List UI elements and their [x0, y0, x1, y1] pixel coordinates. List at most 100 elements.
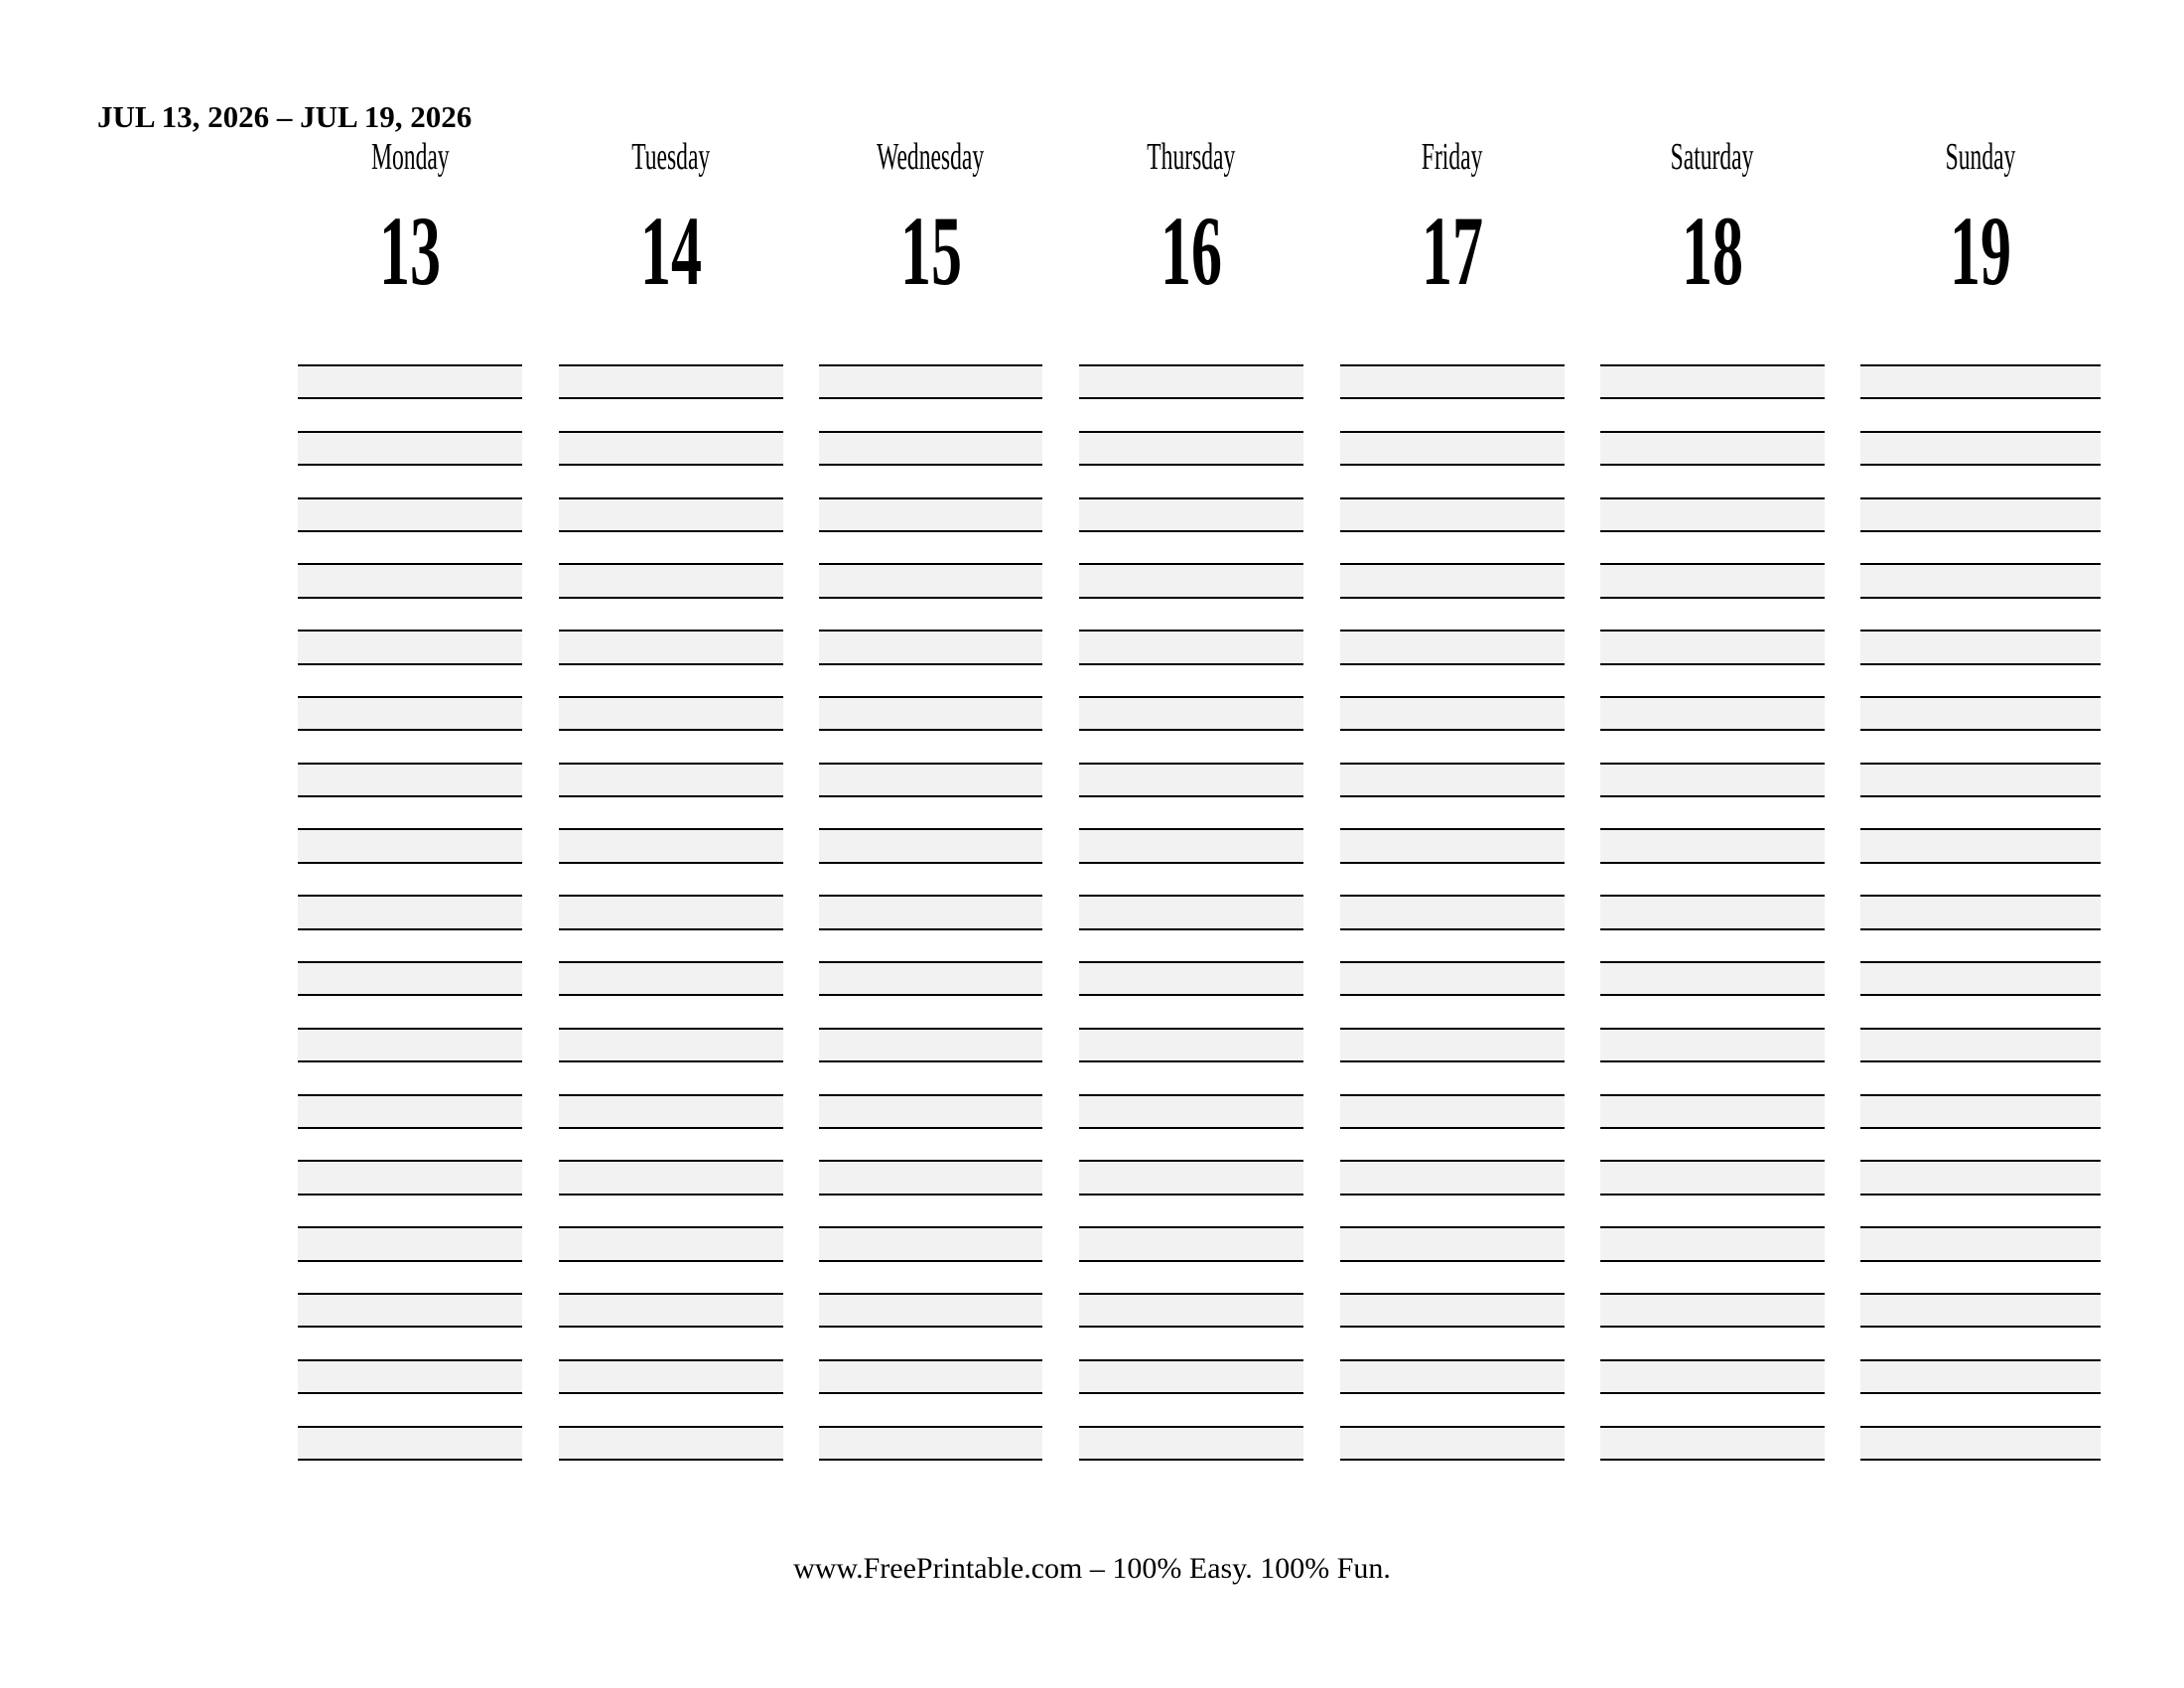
- writing-line[interactable]: [298, 430, 522, 465]
- writing-line[interactable]: [559, 795, 783, 828]
- writing-line[interactable]: [298, 1126, 522, 1160]
- writing-line[interactable]: [819, 1326, 1042, 1358]
- writing-line[interactable]: [1079, 795, 1303, 828]
- writing-line[interactable]: [1079, 596, 1303, 630]
- writing-line[interactable]: [298, 1027, 522, 1061]
- writing-line[interactable]: [559, 927, 783, 961]
- writing-line[interactable]: [1340, 1292, 1565, 1327]
- writing-line[interactable]: [1860, 496, 2101, 530]
- writing-line[interactable]: [559, 961, 783, 995]
- writing-line[interactable]: [1340, 1326, 1565, 1358]
- writing-line[interactable]: [559, 1126, 783, 1160]
- writing-line[interactable]: [1340, 994, 1565, 1027]
- writing-line[interactable]: [559, 596, 783, 630]
- writing-line[interactable]: [1860, 729, 2101, 762]
- writing-line[interactable]: [819, 895, 1042, 928]
- writing-line[interactable]: [819, 695, 1042, 730]
- writing-line[interactable]: [1600, 1093, 1825, 1127]
- writing-line[interactable]: [559, 994, 783, 1027]
- writing-line[interactable]: [1340, 430, 1565, 465]
- writing-line[interactable]: [559, 430, 783, 465]
- writing-line[interactable]: [1600, 1425, 1825, 1461]
- writing-line[interactable]: [298, 1292, 522, 1327]
- writing-line[interactable]: [559, 1226, 783, 1260]
- writing-line[interactable]: [1600, 828, 1825, 862]
- writing-line[interactable]: [819, 1060, 1042, 1093]
- writing-line[interactable]: [1860, 596, 2101, 630]
- writing-line[interactable]: [298, 630, 522, 663]
- writing-line[interactable]: [559, 496, 783, 530]
- writing-line[interactable]: [819, 1126, 1042, 1160]
- writing-line[interactable]: [559, 563, 783, 597]
- writing-line[interactable]: [1860, 1160, 2101, 1194]
- writing-line[interactable]: [1600, 1326, 1825, 1358]
- writing-line[interactable]: [1079, 364, 1303, 398]
- writing-line[interactable]: [819, 828, 1042, 862]
- writing-line[interactable]: [1600, 1193, 1825, 1226]
- writing-line[interactable]: [559, 1160, 783, 1194]
- writing-line[interactable]: [819, 1358, 1042, 1393]
- writing-line[interactable]: [819, 994, 1042, 1027]
- writing-line[interactable]: [559, 828, 783, 862]
- writing-line[interactable]: [819, 1193, 1042, 1226]
- writing-line[interactable]: [1079, 496, 1303, 530]
- writing-line[interactable]: [1079, 1126, 1303, 1160]
- writing-lines[interactable]: [1079, 364, 1303, 1461]
- writing-line[interactable]: [1600, 1259, 1825, 1293]
- writing-line[interactable]: [1860, 1126, 2101, 1160]
- writing-line[interactable]: [298, 364, 522, 398]
- writing-line[interactable]: [1079, 1425, 1303, 1461]
- writing-line[interactable]: [1600, 1160, 1825, 1194]
- writing-line[interactable]: [1600, 795, 1825, 828]
- writing-line[interactable]: [1860, 1193, 2101, 1226]
- writing-line[interactable]: [1600, 1292, 1825, 1327]
- writing-line[interactable]: [1600, 364, 1825, 398]
- writing-line[interactable]: [819, 563, 1042, 597]
- writing-line[interactable]: [1340, 496, 1565, 530]
- writing-line[interactable]: [819, 397, 1042, 430]
- writing-line[interactable]: [1340, 630, 1565, 663]
- writing-line[interactable]: [1340, 529, 1565, 563]
- writing-line[interactable]: [1600, 861, 1825, 895]
- writing-line[interactable]: [1860, 762, 2101, 796]
- writing-line[interactable]: [1340, 464, 1565, 496]
- writing-line[interactable]: [1340, 397, 1565, 430]
- writing-line[interactable]: [1600, 1392, 1825, 1425]
- writing-line[interactable]: [1600, 927, 1825, 961]
- writing-line[interactable]: [819, 1292, 1042, 1327]
- writing-line[interactable]: [1600, 729, 1825, 762]
- writing-line[interactable]: [1600, 529, 1825, 563]
- writing-line[interactable]: [298, 464, 522, 496]
- writing-line[interactable]: [1860, 662, 2101, 696]
- writing-line[interactable]: [1860, 1425, 2101, 1461]
- writing-line[interactable]: [819, 630, 1042, 663]
- writing-line[interactable]: [1860, 1292, 2101, 1327]
- writing-line[interactable]: [819, 529, 1042, 563]
- writing-line[interactable]: [298, 397, 522, 430]
- writing-line[interactable]: [1079, 1160, 1303, 1194]
- writing-line[interactable]: [298, 1392, 522, 1425]
- writing-line[interactable]: [298, 795, 522, 828]
- writing-line[interactable]: [819, 496, 1042, 530]
- writing-line[interactable]: [1860, 961, 2101, 995]
- writing-line[interactable]: [1340, 1425, 1565, 1461]
- writing-lines[interactable]: [1860, 364, 2101, 1461]
- writing-line[interactable]: [819, 1226, 1042, 1260]
- writing-line[interactable]: [559, 1259, 783, 1293]
- writing-line[interactable]: [1600, 1027, 1825, 1061]
- writing-line[interactable]: [1860, 861, 2101, 895]
- writing-lines[interactable]: [298, 364, 522, 1461]
- writing-line[interactable]: [559, 464, 783, 496]
- writing-line[interactable]: [1340, 1027, 1565, 1061]
- writing-line[interactable]: [1340, 828, 1565, 862]
- writing-line[interactable]: [1340, 1126, 1565, 1160]
- writing-line[interactable]: [559, 762, 783, 796]
- writing-line[interactable]: [819, 1093, 1042, 1127]
- writing-line[interactable]: [559, 1060, 783, 1093]
- writing-line[interactable]: [1079, 994, 1303, 1027]
- writing-line[interactable]: [1340, 1160, 1565, 1194]
- writing-line[interactable]: [1079, 529, 1303, 563]
- writing-line[interactable]: [559, 1358, 783, 1393]
- writing-line[interactable]: [559, 1425, 783, 1461]
- writing-line[interactable]: [1600, 1358, 1825, 1393]
